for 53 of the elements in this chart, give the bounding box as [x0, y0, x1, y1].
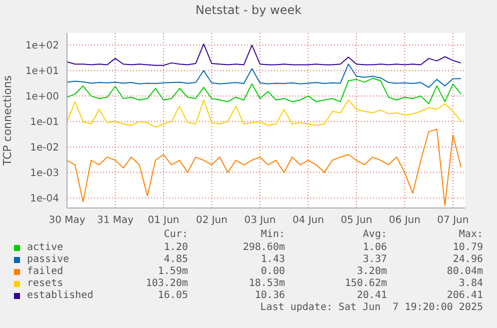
text: 16.05 [156, 290, 188, 301]
x-tick-label: 02 Jun [196, 215, 228, 226]
x-tick-label: 01 Jun [148, 215, 180, 226]
y-axis-title: TCP connections [0, 75, 14, 167]
text: 206.41 [446, 290, 483, 301]
text: 10.79 [452, 242, 483, 253]
text: 24.96 [452, 254, 483, 265]
text: 298.60m [242, 242, 285, 253]
x-tick-label: 31 May [96, 215, 134, 226]
text: Min: [260, 229, 285, 240]
text: 3.84 [458, 278, 483, 289]
x-tick-label: 07 Jun [437, 215, 469, 226]
line-series [67, 64, 462, 88]
y-tick-label: 1e-02 [30, 142, 59, 154]
legend-label: failed [27, 266, 64, 277]
legend-label: established [27, 290, 94, 301]
legend-label: resets [27, 278, 64, 289]
x-tick-label: 04 Jun [292, 215, 324, 226]
x-tick-label: 30 May [48, 215, 86, 226]
x-tick-label: 03 Jun [244, 215, 276, 226]
x-tick-label: 05 Jun [340, 215, 372, 226]
text: 1.43 [260, 254, 285, 265]
text: 3.37 [362, 254, 387, 265]
line-series [67, 99, 462, 128]
text: 150.62m [344, 278, 387, 289]
text: 103.20m [144, 278, 188, 289]
legend-label: active [27, 242, 64, 253]
text: 20.41 [356, 290, 387, 301]
y-tick-label: 1e+02 [25, 40, 59, 52]
line-series [67, 78, 462, 104]
text: Avg: [362, 229, 387, 240]
y-tick-label: 1e+01 [25, 66, 59, 78]
text: 1.59m [156, 266, 188, 277]
y-tick-label: 1e-01 [30, 117, 59, 128]
text: 1.20 [162, 242, 188, 253]
line-series [67, 44, 462, 66]
text: Cur: [162, 229, 188, 240]
text: 3.20m [356, 266, 387, 277]
text: 0.00 [260, 266, 285, 277]
text: 1.06 [362, 242, 387, 253]
y-tick-label: 1e-04 [30, 193, 59, 204]
text: 10.36 [254, 290, 285, 301]
legend-label: passive [27, 254, 70, 265]
text: Max: [458, 229, 483, 240]
x-tick-label: 06 Jun [388, 215, 420, 226]
text: Last update: Sat Jun 7 19:20:00 2025 [259, 302, 483, 313]
line-series [67, 128, 462, 206]
chart-title: Netstat - by week [194, 3, 303, 17]
text: 4.85 [162, 254, 188, 265]
text: 18.53m [248, 278, 285, 289]
text: 80.04m [446, 266, 483, 277]
y-tick-label: 1e-03 [30, 168, 59, 179]
y-tick-label: 1e+00 [25, 92, 59, 103]
